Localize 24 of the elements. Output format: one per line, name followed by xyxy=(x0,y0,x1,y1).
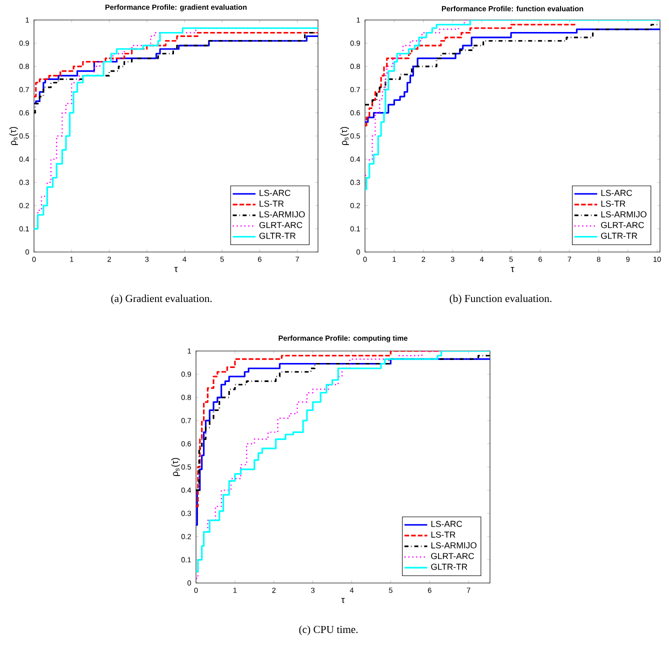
legend-label: GLRT-ARC xyxy=(259,222,302,228)
legend-label: LS-ARMIJO xyxy=(431,542,476,548)
legend-label: LS-TR xyxy=(260,200,284,207)
legend-label: GLRT-ARC xyxy=(431,553,474,560)
legend-label: LS-ARMIJO xyxy=(260,211,305,218)
y-axis-title: ρ$_{s}$(τ) xyxy=(171,458,180,476)
legend-label: LS-ARC xyxy=(601,190,632,196)
legend-label: LS-ARC xyxy=(260,190,290,196)
legend-label: GLTR-TR xyxy=(601,232,638,239)
legend-label: LS-ARC xyxy=(431,520,462,527)
legend-label: LS-ARMIJO xyxy=(601,211,646,218)
legend-label: LS-TR xyxy=(601,200,626,207)
x-axis-title: τ xyxy=(510,267,514,272)
x-axis-title: τ xyxy=(174,267,178,272)
legend-label: GLTR-TR xyxy=(431,564,468,570)
y-axis-title: ρ$_{s}$(τ) xyxy=(340,126,349,145)
text: (a) Gradient evaluation. xyxy=(111,294,212,304)
legend-label: GLTR-TR xyxy=(259,232,296,239)
y-axis-title: ρ$_{s}$(τ) xyxy=(9,126,18,145)
text: (b) Function evaluation. xyxy=(450,294,552,304)
text: (c) CPU time. xyxy=(299,626,358,636)
x-axis-title: τ xyxy=(341,598,345,604)
legend-label: LS-TR xyxy=(431,532,456,538)
legend-label: GLRT-ARC xyxy=(601,222,644,228)
